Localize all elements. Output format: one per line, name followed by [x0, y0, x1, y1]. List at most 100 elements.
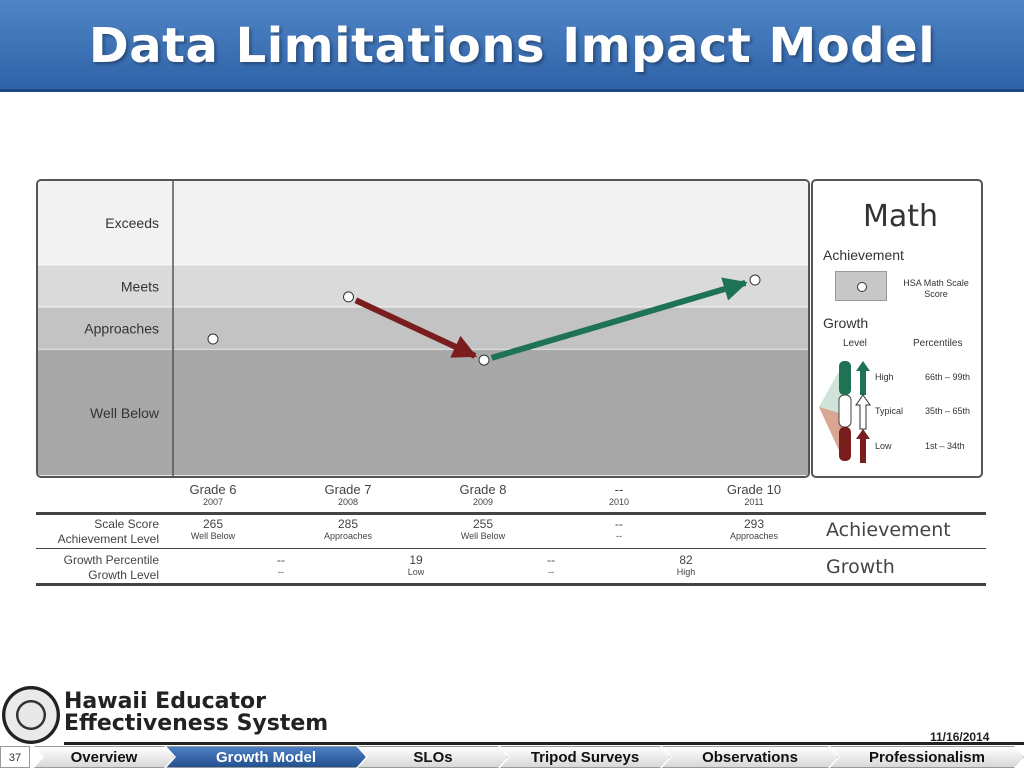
legend-range-high: 66th – 99th — [925, 372, 971, 382]
legend-percentile-header: Percentiles — [913, 338, 963, 349]
legend-range-low: 1st – 34th — [925, 441, 965, 451]
nav-tripod-surveys[interactable]: Tripod Surveys — [500, 746, 670, 768]
legend-low-bar — [839, 427, 851, 461]
score-point — [749, 274, 761, 286]
cell-value: 19 — [409, 553, 423, 567]
nav-growth-model[interactable]: Growth Model — [166, 746, 366, 768]
x-tick-year: 2011 — [744, 497, 764, 507]
legend-typical-arrow-icon — [855, 394, 871, 430]
growth-cell-3: 82 High — [636, 553, 736, 577]
legend-level-high: High — [875, 372, 894, 382]
slide-number: 37 — [0, 746, 30, 768]
cell-level: High — [676, 567, 696, 577]
x-tick-2: Grade 8 2009 — [433, 482, 533, 507]
x-tick-year: 2010 — [608, 497, 630, 507]
cell-value: -- — [547, 553, 555, 567]
cell-level: Approaches — [729, 531, 779, 541]
band-exceeds — [38, 181, 808, 266]
legend-score-dot — [857, 282, 867, 292]
cell-value: 255 — [472, 517, 494, 531]
growth-cell-2: -- -- — [501, 553, 601, 577]
band-label: Meets — [121, 278, 159, 294]
cell-level: -- — [616, 531, 622, 541]
table-top-rule — [36, 512, 986, 515]
achievement-cell-0: 265 Well Below — [163, 517, 263, 541]
achievement-cell-4: 293 Approaches — [704, 517, 804, 541]
achievement-row-labels: Scale Score Achievement Level — [58, 517, 159, 547]
legend-range-typical: 35th – 65th — [925, 406, 971, 416]
growth-cell-0: -- -- — [231, 553, 331, 577]
department-seal-logo — [2, 686, 60, 744]
x-tick-0: Grade 6 2007 — [163, 482, 263, 507]
legend-low-arrow-icon — [856, 429, 870, 463]
nav-slos[interactable]: SLOs — [358, 746, 508, 768]
title-bar: Data Limitations Impact Model — [0, 0, 1024, 92]
x-tick-4: Grade 10 2011 — [704, 482, 804, 507]
cell-level: Approaches — [323, 531, 373, 541]
achievement-row-tag: Achievement — [826, 519, 951, 541]
score-point — [478, 354, 490, 366]
legend-high-arrow-icon — [856, 361, 870, 395]
cell-value: 285 — [337, 517, 359, 531]
table-mid-rule — [36, 548, 986, 549]
x-tick-label: Grade 8 — [459, 482, 507, 497]
row-label-scale-score: Scale Score — [94, 517, 159, 531]
legend-low-fan — [819, 407, 843, 459]
achievement-cell-1: 285 Approaches — [298, 517, 398, 541]
legend-typical-bar — [838, 394, 852, 428]
chart-frame: Exceeds Meets Approaches Well Below — [36, 179, 810, 478]
nav-overview[interactable]: Overview — [34, 746, 174, 768]
bottom-nav-bar: 37 Overview Growth Model SLOs Tripod Sur… — [0, 746, 1024, 768]
growth-row-labels: Growth Percentile Growth Level — [64, 553, 159, 583]
cell-value: 82 — [679, 553, 693, 567]
x-tick-3: -- 2010 — [569, 482, 669, 507]
band-label: Exceeds — [105, 215, 159, 231]
achievement-cell-2: 255 Well Below — [433, 517, 533, 541]
legend-level-low: Low — [875, 441, 892, 451]
cell-level: Well Below — [190, 531, 236, 541]
organization-line-2: Effectiveness System — [64, 711, 329, 736]
legend-high-bar — [839, 361, 851, 395]
table-bottom-rule — [36, 583, 986, 586]
x-tick-year: 2007 — [202, 497, 224, 507]
cell-value: 265 — [202, 517, 224, 531]
row-label-growth-level: Growth Level — [88, 568, 159, 582]
slide-title: Data Limitations Impact Model — [88, 18, 936, 74]
achievement-cell-3: -- -- — [569, 517, 669, 541]
legend-growth-arrows — [819, 361, 871, 463]
score-point — [207, 333, 219, 345]
nav-observations[interactable]: Observations — [662, 746, 838, 768]
cell-level: Low — [407, 567, 425, 577]
achievement-growth-chart: Exceeds Meets Approaches Well Below — [38, 181, 808, 476]
score-point — [343, 291, 354, 303]
growth-arrow-high — [490, 277, 748, 361]
legend-growth-heading: Growth — [823, 315, 869, 331]
x-tick-year: 2009 — [472, 497, 494, 507]
cell-level: -- — [278, 567, 284, 577]
cell-value: -- — [615, 517, 623, 531]
legend-subject: Math — [863, 199, 939, 234]
band-label: Well Below — [90, 405, 160, 421]
x-tick-year: 2008 — [337, 497, 359, 507]
footer-rule — [64, 742, 1024, 745]
legend-achievement-swatch — [835, 271, 887, 301]
cell-level: Well Below — [460, 531, 506, 541]
legend-level-typical: Typical — [875, 406, 904, 416]
cell-value: -- — [277, 553, 285, 567]
growth-row-tag: Growth — [826, 556, 895, 578]
legend-hsa-label: HSA Math Scale Score — [903, 278, 969, 299]
organization-line-1: Hawaii Educator — [64, 689, 266, 714]
growth-cell-1: 19 Low — [366, 553, 466, 577]
row-label-achievement-level: Achievement Level — [57, 532, 159, 546]
nav-professionalism[interactable]: Professionalism — [830, 746, 1024, 768]
x-tick-1: Grade 7 2008 — [298, 482, 398, 507]
band-well-below — [38, 349, 808, 476]
legend-panel: Math Achievement HSA Math Scale Score Gr… — [811, 179, 983, 478]
row-label-growth-percentile: Growth Percentile — [63, 553, 159, 567]
growth-arrow-low — [354, 297, 478, 359]
legend-level-header: Level — [843, 338, 867, 349]
x-tick-label: Grade 7 — [324, 482, 372, 497]
cell-value: 293 — [743, 517, 765, 531]
cell-level: -- — [548, 567, 554, 577]
